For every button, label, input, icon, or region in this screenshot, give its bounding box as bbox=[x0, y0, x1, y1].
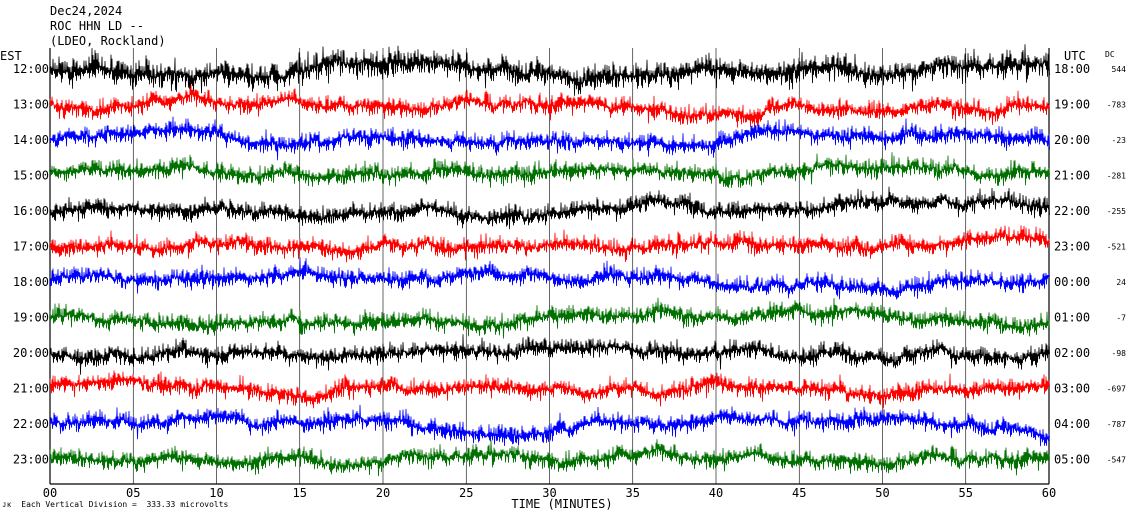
trace-line bbox=[49, 257, 1050, 300]
trace-line bbox=[49, 186, 1050, 230]
est-time-label: 14:00 bbox=[13, 133, 49, 147]
dc-offset-label: -697 bbox=[1107, 385, 1126, 394]
est-time-label: 20:00 bbox=[13, 346, 49, 360]
trace-line bbox=[49, 225, 1050, 263]
utc-time-label: 19:00 bbox=[1054, 98, 1090, 112]
trace-line bbox=[49, 439, 1050, 477]
trace-line bbox=[49, 297, 1050, 339]
utc-time-label: 03:00 bbox=[1054, 382, 1090, 396]
est-time-label: 19:00 bbox=[13, 311, 49, 325]
est-time-label: 21:00 bbox=[13, 382, 49, 396]
utc-time-label: 00:00 bbox=[1054, 275, 1090, 289]
x-tick-label: 45 bbox=[792, 486, 806, 500]
utc-time-label: 02:00 bbox=[1054, 346, 1090, 360]
header-network: (LDEO, Rockland) bbox=[50, 34, 166, 48]
dc-offset-label: -787 bbox=[1107, 420, 1126, 429]
est-time-label: 17:00 bbox=[13, 240, 49, 254]
x-tick-label: 35 bbox=[626, 486, 640, 500]
utc-time-label: 20:00 bbox=[1054, 133, 1090, 147]
grid-lines bbox=[49, 48, 1050, 485]
est-time-label: 15:00 bbox=[13, 169, 49, 183]
division-note: Each Vertical Division = 333.33 microvol… bbox=[21, 500, 229, 509]
dc-offset-label: -98 bbox=[1112, 349, 1127, 358]
utc-time-label: 23:00 bbox=[1054, 240, 1090, 254]
trace-line bbox=[49, 404, 1050, 447]
x-tick-label: 20 bbox=[376, 486, 390, 500]
dc-offset-label: -255 bbox=[1107, 207, 1126, 216]
dc-offset-label: -7 bbox=[1116, 314, 1126, 323]
est-time-label: 12:00 bbox=[13, 62, 49, 76]
dc-offset-label: -281 bbox=[1107, 172, 1126, 181]
header-date: Dec24,2024 bbox=[50, 4, 123, 18]
x-tick-label: 50 bbox=[875, 486, 889, 500]
dc-offset-label: -521 bbox=[1107, 243, 1126, 252]
trace-line bbox=[49, 116, 1050, 161]
x-tick-label: 10 bbox=[209, 486, 223, 500]
axis-labels: 00 05 10 15 20 25 30 35 40 45 50 55 60 TIME (MINUTES)… bbox=[0, 49, 1126, 511]
x-tick-label: 25 bbox=[459, 486, 473, 500]
est-time-label: 13:00 bbox=[13, 98, 49, 112]
footer-note: ᴊᴋ Each Vertical Division = 333.33 micro… bbox=[2, 500, 228, 510]
est-time-label: 22:00 bbox=[13, 417, 49, 431]
utc-time-label: 04:00 bbox=[1054, 417, 1090, 431]
utc-time-label: 05:00 bbox=[1054, 453, 1090, 467]
utc-time-label: 22:00 bbox=[1054, 204, 1090, 218]
utc-time-label: 01:00 bbox=[1054, 311, 1090, 325]
seismic-traces bbox=[49, 44, 1050, 477]
est-unit-label: EST bbox=[0, 49, 22, 63]
trace-line bbox=[49, 370, 1050, 409]
utc-time-label: 18:00 bbox=[1054, 62, 1090, 76]
trace-line bbox=[49, 44, 1050, 96]
est-time-label: 18:00 bbox=[13, 275, 49, 289]
header-station: ROC HHN LD -- bbox=[50, 19, 144, 33]
footer-glyph: ᴊᴋ bbox=[2, 500, 12, 509]
trace-line bbox=[49, 84, 1050, 128]
x-tick-label: 30 bbox=[542, 486, 556, 500]
x-tick-label: 55 bbox=[959, 486, 973, 500]
x-tick-label: 00 bbox=[43, 486, 57, 500]
trace-line bbox=[49, 334, 1050, 375]
utc-time-label: 21:00 bbox=[1054, 169, 1090, 183]
x-tick-label: 40 bbox=[709, 486, 723, 500]
dc-offset-label: 544 bbox=[1112, 65, 1127, 74]
x-tick-label: 60 bbox=[1042, 486, 1056, 500]
dc-unit-label: DC bbox=[1105, 50, 1115, 59]
est-time-label: 16:00 bbox=[13, 204, 49, 218]
trace-line bbox=[49, 152, 1050, 188]
dc-offset-label: -547 bbox=[1107, 456, 1126, 465]
dc-offset-label: -23 bbox=[1112, 136, 1127, 145]
dc-offset-label: -783 bbox=[1107, 101, 1126, 110]
x-axis-title: TIME (MINUTES) bbox=[511, 497, 612, 511]
x-tick-label: 15 bbox=[293, 486, 307, 500]
est-time-label: 23:00 bbox=[13, 453, 49, 467]
x-tick-label: 05 bbox=[126, 486, 140, 500]
dc-offset-label: 24 bbox=[1116, 278, 1126, 287]
utc-unit-label: UTC bbox=[1064, 49, 1086, 63]
chart-header: Dec24,2024 ROC HHN LD -- (LDEO, Rockland) bbox=[50, 4, 166, 49]
